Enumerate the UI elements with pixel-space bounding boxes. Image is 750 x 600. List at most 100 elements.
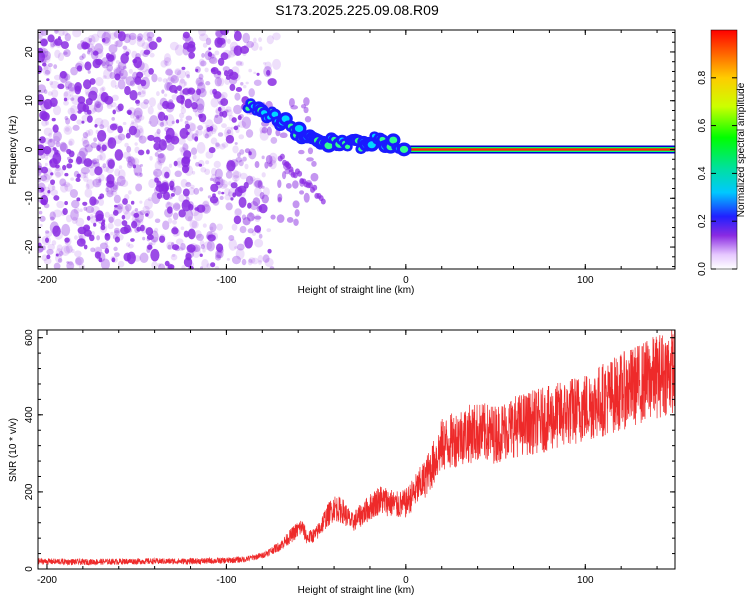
noise-blob — [174, 170, 182, 178]
noise-blob — [126, 251, 136, 265]
noise-blob — [63, 51, 68, 55]
noise-blob — [51, 240, 57, 246]
noise-blob — [139, 49, 146, 56]
noise-blob — [201, 258, 209, 269]
noise-blob — [101, 132, 106, 137]
noise-blob — [128, 68, 133, 74]
noise-blob — [95, 103, 101, 109]
noise-blob — [127, 155, 134, 163]
noise-blob — [114, 85, 119, 90]
noise-blob — [145, 213, 149, 217]
noise-blob — [38, 50, 46, 63]
track-blob-core — [294, 124, 304, 133]
noise-blob — [47, 138, 56, 148]
noise-blob — [63, 91, 69, 97]
noise-blob — [214, 50, 220, 56]
noise-blob — [113, 205, 123, 214]
noise-blob — [113, 30, 123, 39]
noise-blob — [43, 65, 49, 71]
noise-blob — [162, 140, 167, 147]
noise-blob — [153, 168, 163, 177]
noise-blob — [167, 217, 173, 224]
noise-blob — [53, 262, 61, 269]
noise-blob — [258, 260, 262, 265]
noise-blob — [111, 256, 118, 263]
noise-blob — [209, 57, 218, 65]
noise-blob — [153, 136, 161, 144]
snr-y-axis: 0 200 400 600 — [24, 329, 675, 572]
noise-blob — [125, 32, 131, 38]
noise-blob — [190, 184, 195, 189]
noise-blob — [42, 62, 47, 67]
noise-blob — [100, 258, 110, 269]
noise-blob — [189, 39, 194, 45]
noise-blob — [140, 101, 149, 110]
noise-blob — [125, 76, 135, 86]
noise-blob — [40, 152, 46, 159]
noise-blob — [96, 235, 101, 241]
noise-blob — [45, 231, 53, 237]
noise-blob — [65, 86, 70, 90]
noise-blob — [100, 224, 106, 231]
noise-blob — [253, 37, 257, 43]
colorbar-tick-label: 0.2 — [697, 214, 708, 228]
noise-blob — [181, 66, 186, 71]
noise-blob — [206, 240, 215, 252]
noise-blob — [228, 238, 238, 251]
noise-blob — [174, 89, 178, 94]
noise-blob — [78, 235, 83, 241]
noise-blob — [103, 68, 113, 80]
noise-blob — [84, 225, 90, 232]
noise-blob — [128, 243, 134, 249]
noise-blob — [38, 236, 41, 244]
noise-blob — [117, 133, 126, 141]
noise-blob — [248, 257, 256, 264]
noise-blob — [70, 87, 76, 92]
noise-blob — [229, 71, 239, 80]
noise-blob — [52, 225, 61, 237]
noise-blob — [142, 236, 146, 241]
noise-blob — [53, 64, 58, 70]
noise-blob — [38, 182, 46, 193]
noise-blob — [60, 142, 68, 153]
colorbar-tick-label: 0.6 — [697, 118, 708, 132]
noise-blob — [64, 81, 73, 89]
noise-blob — [185, 250, 195, 259]
noise-blob — [246, 40, 255, 48]
noise-blob — [304, 116, 312, 123]
noise-blob — [73, 170, 80, 178]
noise-blob — [113, 194, 121, 204]
x-tick-label: 0 — [403, 575, 409, 586]
noise-blob — [146, 234, 154, 241]
noise-blob — [105, 59, 114, 67]
noise-blob — [130, 238, 135, 242]
noise-blob — [83, 244, 88, 250]
noise-blob — [83, 176, 89, 182]
noise-blob — [93, 199, 99, 204]
noise-blob — [92, 50, 99, 56]
spectrogram-y-label: Frequency (Hz) — [8, 116, 19, 185]
noise-blob — [100, 119, 110, 128]
noise-blob — [188, 265, 194, 269]
noise-blob — [205, 37, 212, 46]
y-tick-label: 0 — [24, 146, 35, 152]
noise-blob — [107, 54, 115, 62]
noise-blob — [261, 155, 265, 160]
noise-blob — [54, 49, 61, 59]
noise-blob — [204, 168, 211, 175]
noise-blob — [52, 124, 59, 133]
y-tick-label: 600 — [24, 329, 35, 346]
noise-blob — [56, 200, 65, 209]
noise-blob — [157, 153, 165, 159]
noise-blob — [253, 79, 262, 86]
noise-blob — [57, 52, 65, 62]
noise-blob — [230, 159, 239, 167]
noise-blob — [133, 56, 143, 69]
noise-blob — [213, 114, 223, 125]
noise-blob — [122, 205, 130, 215]
noise-blob — [207, 51, 213, 57]
noise-blob — [215, 254, 222, 261]
noise-blob — [81, 136, 89, 144]
noise-blob — [117, 260, 125, 268]
noise-blob — [67, 82, 76, 92]
